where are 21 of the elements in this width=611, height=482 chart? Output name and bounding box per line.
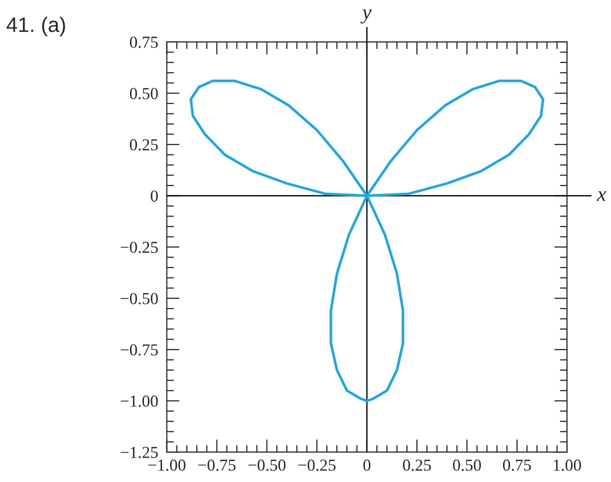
x-tick-label: −0.50	[248, 460, 286, 471]
x-tick-label: 0.50	[453, 460, 481, 471]
ref-line-label: y	[360, 9, 372, 24]
y-tick-label: 0.50	[130, 88, 158, 100]
y-tick-label: −1.25	[120, 446, 158, 458]
x-tick-label: 0.75	[503, 460, 531, 471]
y-tick-label: 0.75	[130, 36, 158, 48]
x-tick-label: 0.25	[402, 460, 431, 471]
chart-title: 41. (a)	[6, 16, 66, 36]
x-tick-label: 1.00	[554, 460, 581, 471]
x-tick-label: −1.00	[148, 460, 186, 471]
y-tick-label: 0.25	[130, 139, 158, 150]
y-tick-label: −0.75	[120, 344, 158, 356]
x-tick-label: −0.75	[198, 460, 236, 471]
y-tick-label: −1.00	[120, 396, 158, 407]
ref-line-label: x	[596, 191, 606, 201]
y-tick-label: −0.25	[120, 242, 158, 254]
y-tick-label: 0	[150, 190, 158, 202]
x-tick-label: −0.25	[298, 460, 336, 471]
y-tick-label: −0.50	[120, 292, 158, 304]
x-tick-label: 0	[363, 460, 370, 471]
